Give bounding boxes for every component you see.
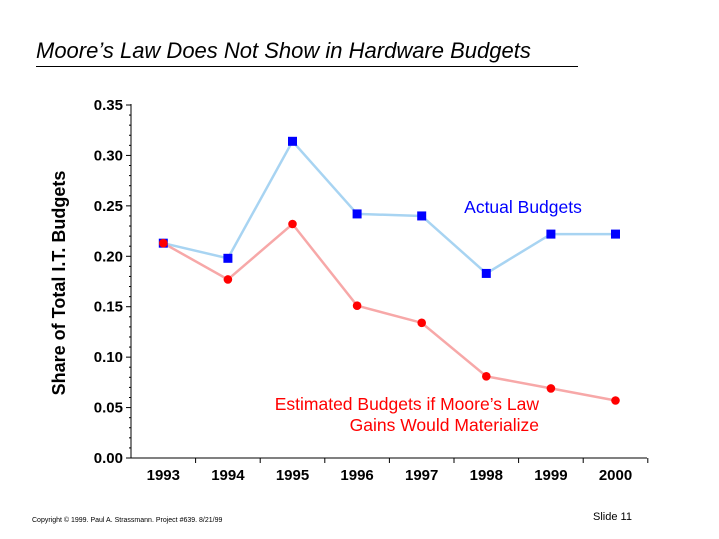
data-point-estimated <box>288 219 297 229</box>
y-tick-label: 0.10 <box>94 349 123 366</box>
copyright-note: Copyright © 1999. Paul A. Strassmann. Pr… <box>32 517 223 524</box>
data-point-actual <box>417 211 427 221</box>
title-underline <box>36 66 578 67</box>
data-point-actual <box>546 229 556 239</box>
data-point-estimated <box>482 372 491 381</box>
x-tick-label: 1995 <box>276 467 309 484</box>
y-tick-label: 0.00 <box>94 450 123 467</box>
data-point-actual <box>481 268 491 278</box>
data-point-estimated <box>611 396 620 405</box>
x-tick-label: 1997 <box>405 467 438 484</box>
slide-number: Slide 11 <box>593 511 632 523</box>
x-tick-label: 1999 <box>534 467 567 484</box>
data-point-estimated <box>417 318 427 328</box>
x-tick-label: 1994 <box>211 467 245 484</box>
y-tick-label: 0.20 <box>94 248 123 265</box>
y-axis-label: Share of Total I.T. Budgets <box>49 171 69 396</box>
series-label: Actual Budgets <box>464 197 582 217</box>
data-point-estimated <box>546 384 556 393</box>
data-point-estimated <box>223 275 233 284</box>
y-tick-label: 0.15 <box>94 299 123 316</box>
data-point-actual <box>288 136 297 146</box>
y-tick-label: 0.05 <box>94 400 123 417</box>
data-point-actual <box>352 209 362 219</box>
y-tick-label: 0.25 <box>94 198 123 215</box>
data-point-estimated <box>159 238 168 248</box>
series-label: Estimated Budgets if Moore’s Law <box>275 394 540 414</box>
data-point-actual <box>223 253 233 263</box>
x-tick-label: 1993 <box>147 467 180 484</box>
data-point-actual <box>611 229 620 239</box>
y-tick-label: 0.35 <box>94 97 123 114</box>
x-tick-label: 1996 <box>340 467 373 484</box>
data-point-estimated <box>352 301 362 311</box>
y-tick-label: 0.30 <box>94 147 123 164</box>
series-label: Gains Would Materialize <box>350 415 539 435</box>
series-line-1 <box>163 139 616 275</box>
x-tick-label: 2000 <box>599 467 632 484</box>
x-tick-label: 1998 <box>470 467 503 484</box>
slide-title: Moore’s Law Does Not Show in Hardware Bu… <box>36 38 531 63</box>
series-line-2 <box>162 222 616 402</box>
